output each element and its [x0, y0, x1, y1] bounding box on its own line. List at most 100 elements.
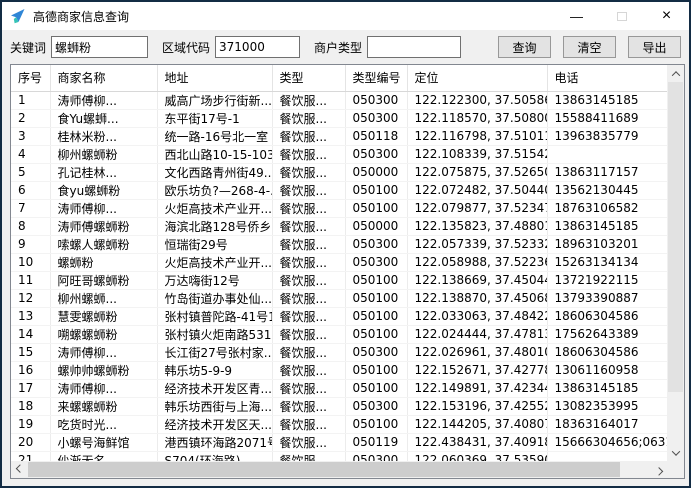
table-cell: 050100 — [345, 415, 408, 434]
window-title: 高德商家信息查询 — [33, 9, 130, 24]
table-cell: 海滨北路128号侨乡... — [157, 217, 273, 236]
table-cell: 孔记桂林... — [50, 163, 158, 182]
table-cell: 122.149891, 37.423440 — [407, 379, 548, 398]
table-cell: 050000 — [345, 217, 408, 236]
table-cell: 竹岛街道办事处仙... — [157, 289, 273, 308]
table-cell: 餐饮服... — [272, 289, 346, 308]
column-header[interactable]: 电话 — [547, 65, 667, 92]
table-cell: 15588411689 — [547, 109, 667, 128]
clear-button[interactable]: 清空 — [563, 36, 616, 58]
table-cell: 050000 — [345, 163, 408, 182]
table-row[interactable]: 5 孔记桂林... 文化西路青州街49... 餐饮服... 050000 122.0758… — [11, 163, 667, 182]
table-cell: 2 — [11, 109, 51, 128]
table-row[interactable]: 3 桂林米粉... 统一路-16号北一室 餐饮服... 050118 122.116798… — [11, 127, 667, 146]
column-header[interactable]: 定位 — [407, 65, 548, 92]
table-row[interactable]: 21 仯渐无名... S704(环海路) 餐饮服... 050300 122.060369… — [11, 451, 667, 461]
table-row[interactable]: 15 涛师傅柳... 长江街27号张村家... 餐饮服... 050300 122.026… — [11, 343, 667, 362]
table-row[interactable]: 7 涛师傅柳... 火炬高技术产业开... 餐饮服... 050100 122.07987… — [11, 199, 667, 218]
table-cell: 122.026961, 37.480107 — [407, 343, 548, 362]
column-header[interactable]: 地址 — [157, 65, 273, 92]
table-row[interactable]: 14 嗍螺螺蛳粉 张村镇火炬南路531... 餐饮服... 050100 122.0244… — [11, 325, 667, 344]
minimize-button[interactable]: — — [554, 2, 599, 30]
scroll-down-button[interactable] — [667, 444, 684, 461]
table-row[interactable]: 8 涛师傅螺蛳粉 海滨北路128号侨乡... 餐饮服... 050000 122.1358… — [11, 217, 667, 236]
horizontal-scrollbar[interactable] — [11, 461, 667, 478]
table-cell: 122.033063, 37.484224 — [407, 307, 548, 326]
table-cell: 嗦螺人螺蛳粉 — [50, 235, 158, 254]
scroll-right-button[interactable] — [650, 461, 667, 478]
table-cell: 13 — [11, 307, 51, 326]
table-cell: 122.060369, 37.535900 — [407, 451, 548, 461]
keyword-input[interactable] — [51, 36, 149, 58]
table-row[interactable]: 19 吃货时光... 经济技术开发区天... 餐饮服... 050100 122.1442… — [11, 415, 667, 434]
table-cell: 18763106582 — [547, 199, 667, 218]
table-cell: 小螺号海鲜馆 — [50, 433, 158, 452]
table-cell: 吃货时光... — [50, 415, 158, 434]
merchant-type-input[interactable] — [367, 36, 462, 58]
scrollbar-corner — [667, 461, 684, 478]
table-cell: 122.075875, 37.526505 — [407, 163, 548, 182]
title-bar: 高德商家信息查询 — × — [2, 2, 689, 30]
table-cell: 餐饮服... — [272, 361, 346, 380]
scroll-left-button[interactable] — [11, 461, 28, 478]
maximize-button — [599, 2, 644, 30]
column-header[interactable]: 商家名称 — [50, 65, 158, 92]
table-cell: 7 — [11, 199, 51, 218]
keyword-label: 关键词 — [10, 40, 47, 55]
table-row[interactable]: 18 来螺螺蛳粉 韩乐坊西街与上海... 餐饮服... 050300 122.153196… — [11, 397, 667, 416]
table-row[interactable]: 17 涛师傅柳... 经济技术开发区青... 餐饮服... 050100 122.1498… — [11, 379, 667, 398]
table-cell: 13863117157 — [547, 163, 667, 182]
close-button[interactable]: × — [644, 2, 689, 30]
table-cell: 122.024444, 37.478133 — [407, 325, 548, 344]
table-cell: 122.138669, 37.450442 — [407, 271, 548, 290]
table-cell: 12 — [11, 289, 51, 308]
maximize-icon — [616, 11, 627, 21]
area-code-input[interactable] — [215, 36, 301, 58]
table-cell: 122.122300, 37.505861 — [407, 91, 548, 110]
table-row[interactable]: 13 慧雯螺蛳粉 张村镇普陀路-41号11 餐饮服... 050100 122.03306… — [11, 307, 667, 326]
table-row[interactable]: 2 食Yu螺蛳... 东平街17号-1 餐饮服... 050300 122.118570,… — [11, 109, 667, 128]
table-row[interactable]: 16 螺帅帅螺蛳粉 韩乐坊5-9-9 餐饮服... 050100 122.152671, … — [11, 361, 667, 380]
table-cell — [547, 145, 667, 164]
table-cell: 050300 — [345, 235, 408, 254]
table-cell: 长江街27号张村家... — [157, 343, 273, 362]
toolbar: 关键词 区域代码 商户类型 查询 清空 导出 — [2, 30, 689, 64]
table-cell: 13562130445 — [547, 181, 667, 200]
table-cell: 餐饮服... — [272, 217, 346, 236]
vertical-scrollbar[interactable] — [667, 65, 684, 461]
table-cell: 21 — [11, 451, 51, 461]
table-cell: 122.118570, 37.508005 — [407, 109, 548, 128]
table-row[interactable]: 20 小螺号海鲜馆 港西镇环海路2071号 餐饮服... 050119 122.43843… — [11, 433, 667, 452]
table-row[interactable]: 11 阿旺哥螺蛳粉 万达嗨街12号 餐饮服... 050100 122.138669, 3… — [11, 271, 667, 290]
table-cell: 张村镇火炬南路531... — [157, 325, 273, 344]
table-cell: 122.138870, 37.450682 — [407, 289, 548, 308]
table-row[interactable]: 6 食yu螺蛳粉 欧乐坊负?—268-4-... 餐饮服... 050100 122.07… — [11, 181, 667, 200]
table-cell: 餐饮服... — [272, 145, 346, 164]
export-button[interactable]: 导出 — [628, 36, 681, 58]
table-cell: 16 — [11, 361, 51, 380]
table-cell: 15666304656;0631-... — [547, 433, 667, 452]
table-cell: 050100 — [345, 271, 408, 290]
table-cell: 餐饮服... — [272, 271, 346, 290]
table-row[interactable]: 4柳州螺蛳粉西北山路10-15-103号餐饮服...050300122.1083… — [11, 145, 667, 164]
table-row[interactable]: 10 螺蛳粉 火炬高技术产业开... 餐饮服... 050300 122.058988, … — [11, 253, 667, 272]
table-cell: 8 — [11, 217, 51, 236]
table-cell: 嗍螺螺蛳粉 — [50, 325, 158, 344]
table-row[interactable]: 1 涛师傅柳... 威高广场步行街新... 餐饮服... 050300 122.12230… — [11, 91, 667, 110]
table-row[interactable]: 12 柳州螺蛳... 竹岛街道办事处仙... 餐饮服... 050100 122.1388… — [11, 289, 667, 308]
table-row[interactable]: 9 嗦螺人螺蛳粉 恒瑞街29号 餐饮服... 050300 122.057339, 37.… — [11, 235, 667, 254]
table-cell: 餐饮服... — [272, 397, 346, 416]
table-cell: 螺蛳粉 — [50, 253, 158, 272]
chevron-down-icon — [671, 446, 680, 456]
scroll-up-button[interactable] — [667, 65, 684, 82]
column-header[interactable]: 序号 — [11, 65, 51, 92]
vertical-scrollbar-thumb[interactable] — [668, 82, 683, 392]
query-button[interactable]: 查询 — [498, 36, 551, 58]
column-header[interactable]: 类型编号 — [345, 65, 408, 92]
table-cell: 张村镇普陀路-41号11 — [157, 307, 273, 326]
table-cell: 食yu螺蛳粉 — [50, 181, 158, 200]
horizontal-scrollbar-thumb[interactable] — [28, 462, 620, 477]
table-cell: 122.152671, 37.427782 — [407, 361, 548, 380]
table-cell: 18963103201 — [547, 235, 667, 254]
column-header[interactable]: 类型 — [272, 65, 346, 92]
